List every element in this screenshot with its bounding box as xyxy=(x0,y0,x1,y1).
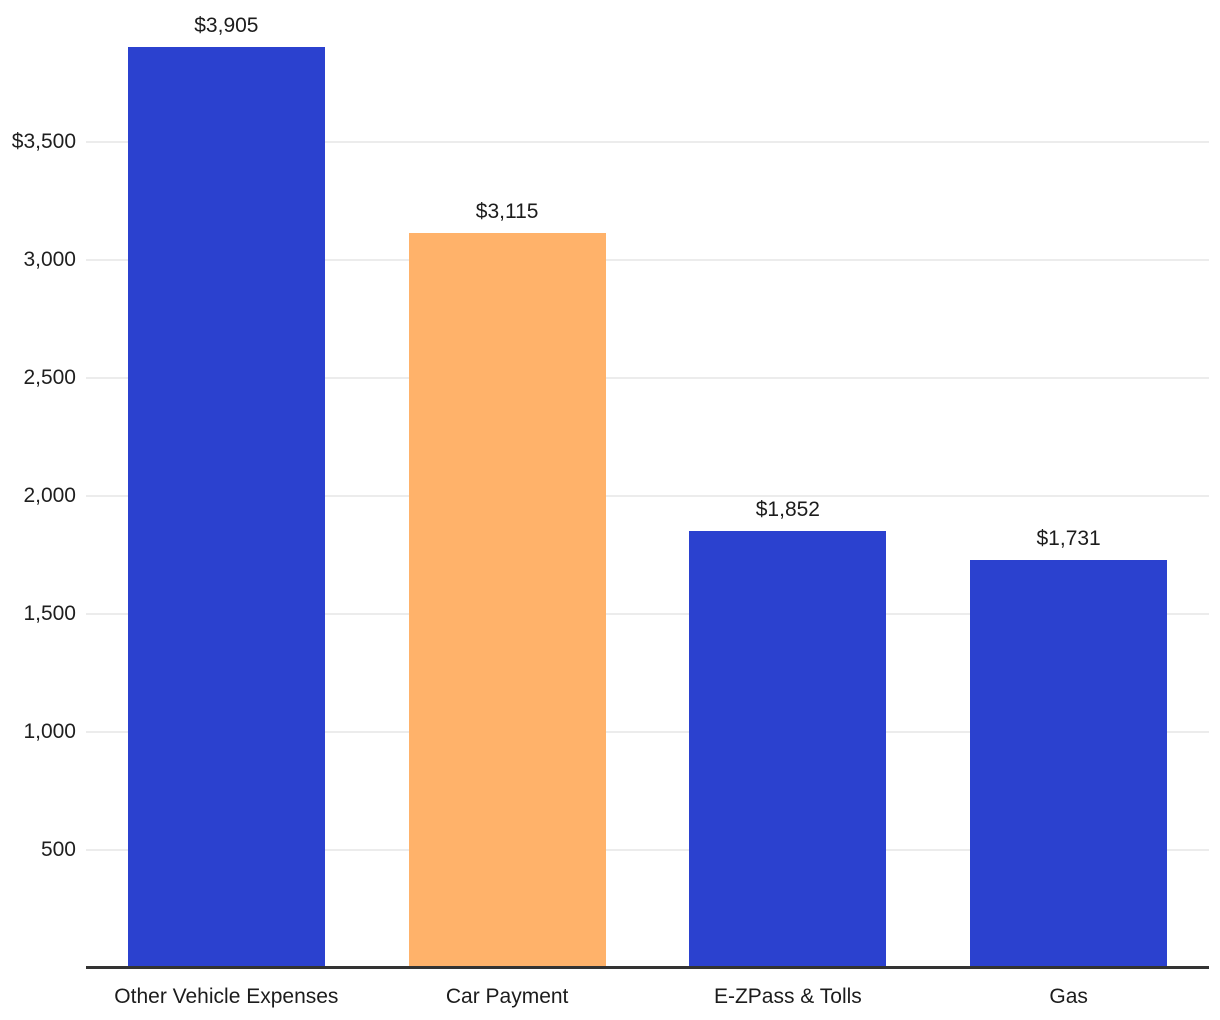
gridline-3000 xyxy=(86,259,1209,262)
gridline-2500 xyxy=(86,377,1209,380)
bar-value-label-gas: $1,731 xyxy=(1036,526,1101,550)
y-tick-label: 1,000 xyxy=(23,720,76,744)
bar-other-vehicle-expenses xyxy=(127,46,325,968)
x-category-label-other-vehicle-expenses: Other Vehicle Expenses xyxy=(114,985,339,1008)
x-category-label-car-payment: Car Payment xyxy=(445,985,569,1008)
bar-value-label-car-payment: $3,115 xyxy=(475,200,539,224)
gridline-2000 xyxy=(86,495,1209,498)
bar-gas xyxy=(970,559,1168,968)
y-tick-label: $3,500 xyxy=(11,130,76,154)
bar-value-label-other-vehicle-expenses: $3,905 xyxy=(194,13,259,37)
y-tick-label: 2,500 xyxy=(23,366,76,390)
x-category-label-gas: Gas xyxy=(1049,985,1088,1008)
x-category-label-e-zpass-tolls: E-ZPass & Tolls xyxy=(713,985,862,1008)
x-axis-line xyxy=(86,966,1209,969)
y-tick-label: 3,000 xyxy=(23,248,76,272)
bar-e-zpass-tolls xyxy=(689,531,887,968)
y-tick-label: 500 xyxy=(40,838,76,862)
gridline-500 xyxy=(86,849,1209,852)
gridline-3500 xyxy=(86,141,1209,144)
bar-value-label-e-zpass-tolls: $1,852 xyxy=(755,498,820,522)
gridline-1000 xyxy=(86,731,1209,734)
y-tick-label: 1,500 xyxy=(23,602,76,626)
y-tick-label: 2,000 xyxy=(23,484,76,508)
gridline-1500 xyxy=(86,613,1209,616)
bar-car-payment xyxy=(408,233,606,968)
